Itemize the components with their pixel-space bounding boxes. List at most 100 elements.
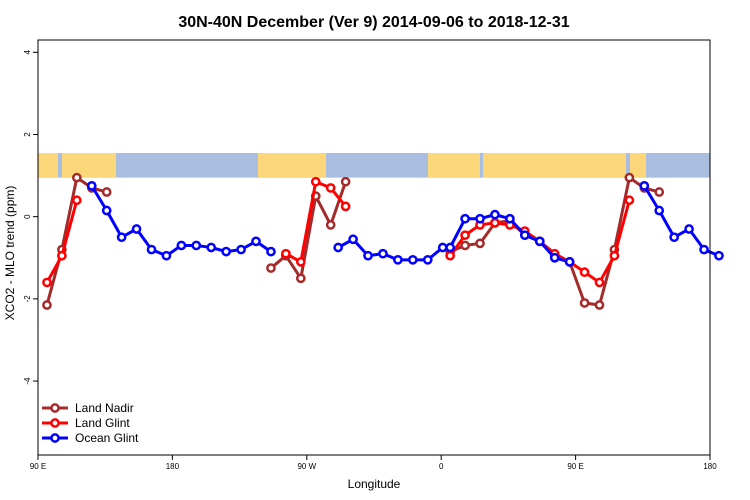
data-point xyxy=(624,195,635,206)
data-point xyxy=(101,187,112,197)
x-tick-label: 90 E xyxy=(567,462,583,471)
data-point xyxy=(654,187,665,197)
plot-frame xyxy=(37,39,711,456)
data-point xyxy=(340,176,351,187)
data-point xyxy=(437,242,448,253)
data-point xyxy=(639,181,650,191)
data-point xyxy=(699,244,709,255)
data-point xyxy=(490,217,500,228)
map-land-area xyxy=(38,152,58,178)
data-point xyxy=(206,242,217,253)
data-point xyxy=(422,254,433,265)
data-point xyxy=(42,277,52,288)
series-line xyxy=(643,185,720,258)
y-tick-label: -4 xyxy=(23,377,32,385)
data-point xyxy=(624,172,635,183)
data-point xyxy=(71,172,82,183)
data-point xyxy=(579,267,590,278)
data-point xyxy=(295,257,306,267)
data-point xyxy=(176,240,187,251)
data-point xyxy=(714,250,724,261)
data-point xyxy=(251,236,261,247)
data-point xyxy=(460,230,470,241)
data-point xyxy=(101,205,112,216)
x-axis-title: Longitude xyxy=(348,477,401,491)
data-point xyxy=(310,176,321,187)
x-tick-label: 0 xyxy=(439,462,444,471)
legend-marker xyxy=(50,418,60,428)
data-point xyxy=(363,250,373,261)
data-point xyxy=(609,250,620,261)
data-point xyxy=(221,246,232,257)
x-tick-label: 90 E xyxy=(30,462,46,471)
data-point xyxy=(266,246,276,257)
series-ocean-glint xyxy=(86,181,724,267)
world-map-strip xyxy=(38,152,710,178)
data-point xyxy=(116,232,127,243)
legend-label: Land Glint xyxy=(75,416,130,430)
data-point xyxy=(534,236,545,247)
data-point xyxy=(684,224,694,234)
data-point xyxy=(191,240,202,251)
data-point xyxy=(549,252,560,263)
x-tick-label: 90 W xyxy=(297,462,316,471)
map-land-area xyxy=(483,152,626,178)
data-point xyxy=(407,254,418,265)
map-land-area xyxy=(428,152,480,178)
series-line xyxy=(270,181,348,280)
data-point xyxy=(71,195,82,206)
map-land-area xyxy=(630,152,646,178)
map-land-area xyxy=(258,152,326,178)
data-point xyxy=(475,238,485,249)
series-line xyxy=(45,199,79,284)
series-layer xyxy=(42,172,724,310)
data-point xyxy=(579,298,590,308)
data-point xyxy=(266,263,276,273)
y-axis-title: XCO2 - MLO trend (ppm) xyxy=(3,186,17,321)
y-tick-label: 4 xyxy=(23,50,32,55)
data-point xyxy=(445,242,456,253)
data-point xyxy=(325,183,336,193)
data-point xyxy=(475,213,485,224)
data-point xyxy=(460,213,470,224)
data-point xyxy=(333,242,344,253)
data-point xyxy=(86,181,97,191)
data-point xyxy=(340,201,351,212)
legend-label: Ocean Glint xyxy=(75,431,139,445)
data-point xyxy=(161,250,172,261)
legend-marker xyxy=(50,403,60,413)
x-tick-label: 180 xyxy=(166,462,180,471)
data-point xyxy=(505,213,515,224)
data-point xyxy=(42,300,52,310)
data-point xyxy=(445,250,456,261)
data-point xyxy=(594,300,605,310)
data-point xyxy=(325,220,336,230)
data-point xyxy=(281,248,291,259)
y-tick-label: 2 xyxy=(23,132,32,137)
chart-title: 30N-40N December (Ver 9) 2014-09-06 to 2… xyxy=(178,14,569,31)
y-tick-label: -2 xyxy=(23,295,32,303)
data-point xyxy=(348,234,358,245)
x-tick-label: 180 xyxy=(703,462,717,471)
data-point xyxy=(519,230,530,241)
data-point xyxy=(131,224,142,234)
y-tick-label: 0 xyxy=(23,214,32,219)
map-land-area xyxy=(62,152,116,162)
axes-layer: 90 E 180 90 W 0 90 E 180 4 2 0 -2 -4 xyxy=(23,50,717,471)
data-point xyxy=(236,244,246,255)
data-point xyxy=(564,257,575,267)
data-point xyxy=(594,277,605,288)
data-point xyxy=(393,254,403,265)
legend-marker xyxy=(50,433,60,443)
data-point xyxy=(669,232,680,243)
data-point xyxy=(295,273,306,284)
data-point xyxy=(490,209,500,220)
data-point xyxy=(460,240,470,251)
data-point xyxy=(146,244,157,255)
data-point xyxy=(654,205,665,216)
data-point xyxy=(378,248,388,259)
legend-label: Land Nadir xyxy=(75,401,134,415)
data-point xyxy=(57,250,67,261)
